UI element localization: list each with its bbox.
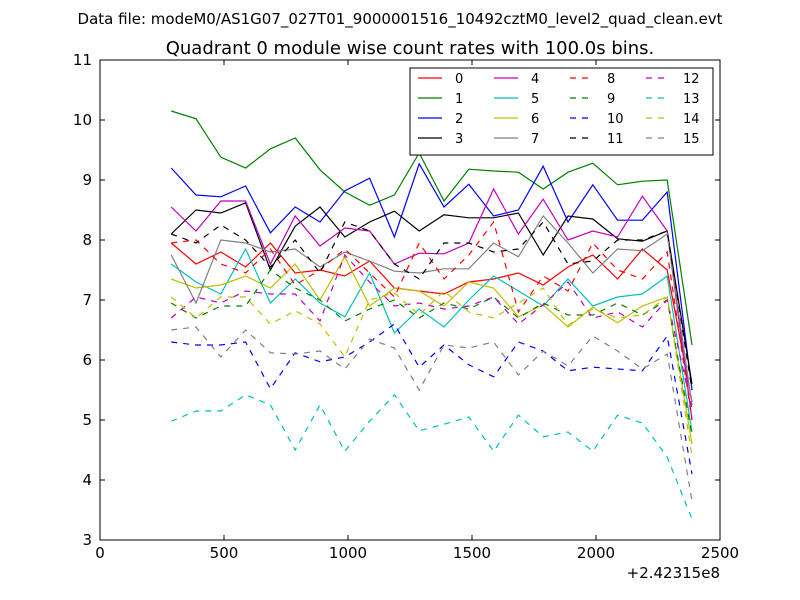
legend-label-2: 2 — [455, 112, 463, 127]
series-line-10 — [171, 323, 693, 475]
series-line-11 — [170, 220, 693, 391]
y-tick-label: 11 — [73, 51, 92, 69]
series-line-2 — [170, 162, 693, 391]
legend-label-13: 13 — [683, 92, 700, 107]
plot-lines — [170, 110, 693, 520]
x-tick-label: 0 — [95, 544, 105, 562]
y-tick-label: 4 — [82, 471, 92, 489]
y-tick-label: 7 — [82, 291, 92, 309]
x-tick-label: 500 — [210, 544, 239, 562]
series-line-0 — [170, 242, 693, 403]
legend-label-11: 11 — [607, 132, 624, 147]
series-line-4 — [170, 187, 693, 421]
y-tick-label: 9 — [82, 171, 92, 189]
y-tick-label: 5 — [82, 411, 92, 429]
series-line-9 — [170, 269, 693, 436]
x-tick-label: 2500 — [701, 544, 739, 562]
legend-label-1: 1 — [455, 92, 463, 107]
legend-label-12: 12 — [683, 72, 700, 87]
figure-suptitle: Data file: modeM0/AS1G07_027T01_90000015… — [78, 10, 723, 29]
x-tick-label: 1500 — [453, 544, 491, 562]
series-line-12 — [170, 253, 693, 409]
series-line-15 — [171, 326, 693, 502]
legend-label-5: 5 — [531, 92, 539, 107]
series-line-14 — [170, 287, 693, 457]
legend-label-8: 8 — [607, 72, 615, 87]
y-tick-label: 8 — [82, 231, 92, 249]
legend-label-4: 4 — [531, 72, 539, 87]
legend-frame — [409, 67, 714, 156]
legend-label-9: 9 — [607, 92, 615, 107]
series-line-7 — [170, 215, 693, 406]
x-offset-label: +2.42315e8 — [627, 564, 720, 582]
x-tick-label: 2000 — [577, 544, 615, 562]
legend-label-6: 6 — [531, 112, 539, 127]
y-tick-label: 6 — [82, 351, 92, 369]
y-tick-label: 10 — [73, 111, 92, 129]
legend-label-14: 14 — [683, 112, 700, 127]
series-line-13 — [170, 393, 693, 520]
chart-title: Quadrant 0 module wise count rates with … — [166, 38, 655, 59]
legend-label-7: 7 — [531, 132, 539, 147]
x-tick-label: 1000 — [329, 544, 367, 562]
series-line-1 — [171, 110, 693, 346]
y-tick-label: 3 — [82, 531, 92, 549]
series-line-3 — [170, 202, 693, 385]
series-line-5 — [170, 247, 693, 433]
series-line-6 — [170, 255, 693, 445]
x-axis-ticks: 0 500 1000 1500 2000 2500 — [95, 60, 739, 562]
legend-label-15: 15 — [683, 132, 700, 147]
legend-label-0: 0 — [455, 72, 463, 87]
legend-label-10: 10 — [607, 112, 624, 127]
legend-label-3: 3 — [455, 132, 463, 147]
